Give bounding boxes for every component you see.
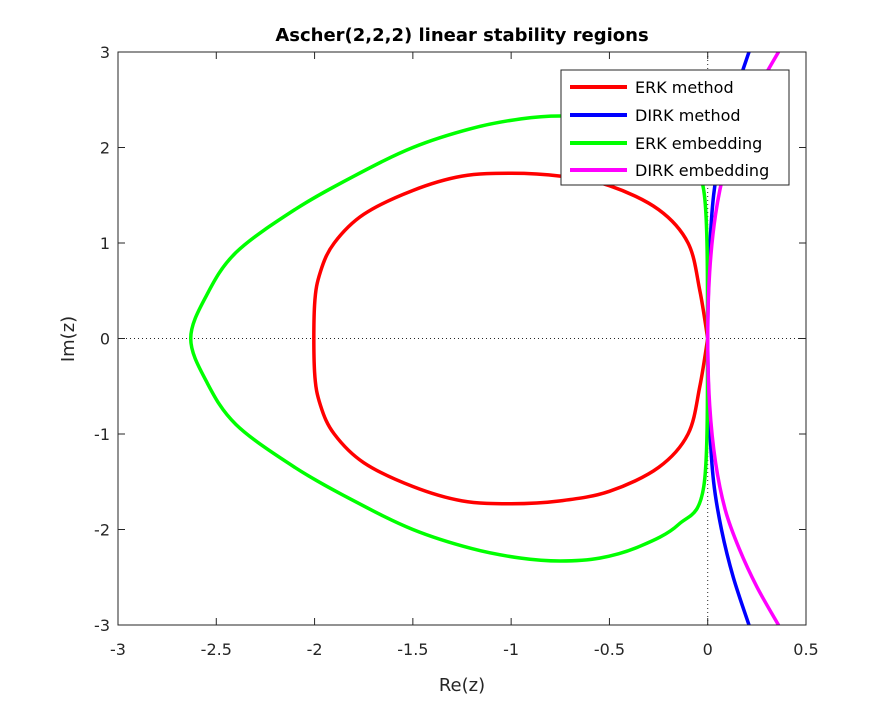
legend: ERK method DIRK method ERK embedding DIR… <box>560 69 790 186</box>
ticks-layer: -3 -2.5 -2 -1.5 -1 -0.5 0 0.5 3 2 1 0 -1 -2 -3 <box>94 43 819 659</box>
legend-label-erk-method: ERK method <box>635 78 734 97</box>
y-axis-label: Im(z) <box>58 316 79 362</box>
chart-title: Ascher(2,2,2) linear stability regions <box>275 25 648 46</box>
legend-label-dirk-embedding: DIRK embedding <box>635 161 769 180</box>
y-tick-label: 0 <box>100 330 110 349</box>
x-tick-label: -3 <box>110 640 126 659</box>
reference-lines <box>118 52 806 625</box>
x-tick-label: -1.5 <box>397 640 428 659</box>
x-tick-label: 0 <box>703 640 713 659</box>
x-tick-label: -2.5 <box>201 640 232 659</box>
y-tick-label: -3 <box>94 616 110 635</box>
x-tick-label: -2 <box>307 640 323 659</box>
x-axis-label: Re(z) <box>439 675 485 696</box>
legend-label-dirk-method: DIRK method <box>635 106 741 125</box>
y-tick-label: 3 <box>100 43 110 62</box>
y-tick-label: 1 <box>100 234 110 253</box>
y-tick-label: 2 <box>100 139 110 158</box>
x-tick-label: -0.5 <box>594 640 625 659</box>
legend-box <box>560 69 790 186</box>
y-tick-label: -2 <box>94 521 110 540</box>
x-tick-label: 0.5 <box>793 640 818 659</box>
x-tick-label: -1 <box>503 640 519 659</box>
y-tick-label: -1 <box>94 425 110 444</box>
legend-label-erk-embedding: ERK embedding <box>635 134 762 153</box>
